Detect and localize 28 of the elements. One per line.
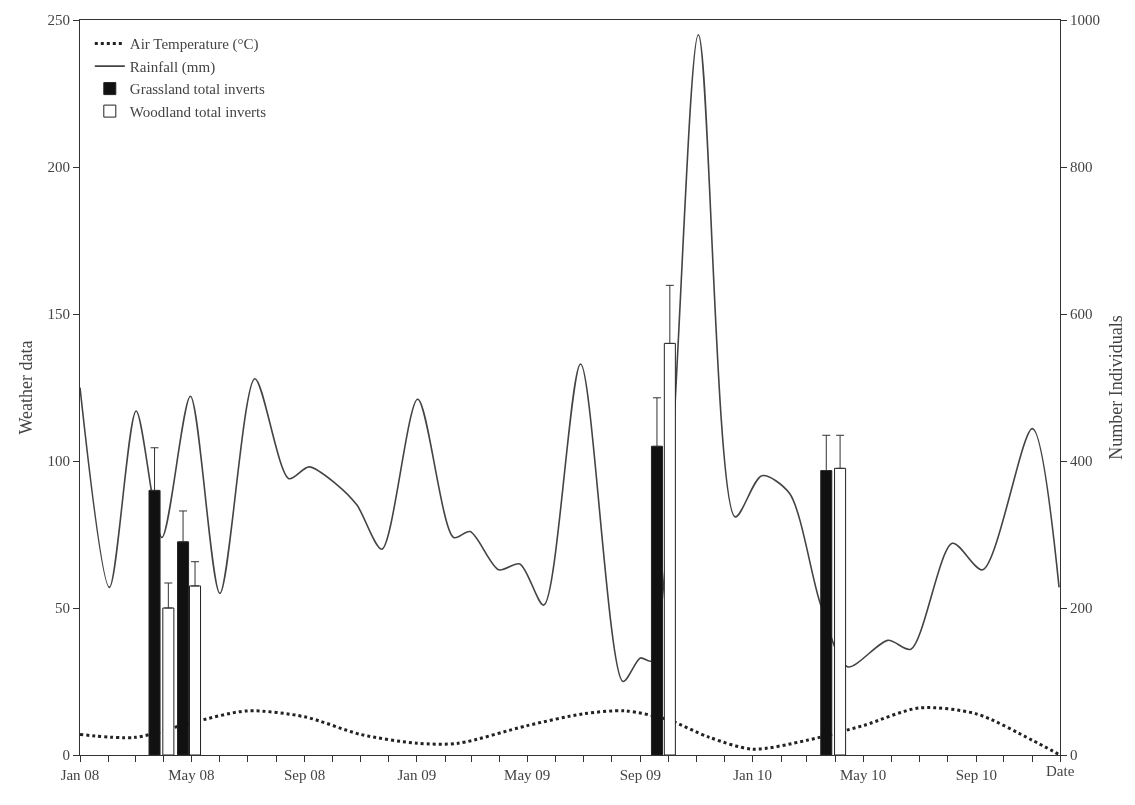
y-tick-label: 150 [47, 306, 70, 323]
y2-tick-label: 0 [1070, 747, 1078, 764]
x-tick-label: Sep 08 [283, 767, 326, 783]
x-tick-label: Jan 08 [60, 767, 100, 783]
x-tick-label: Jan 10 [733, 767, 773, 783]
y-tick-label: 0 [62, 747, 70, 764]
y2-tick-label: 400 [1070, 453, 1093, 470]
legend-label: Woodland total inverts [129, 103, 267, 120]
y2-tick-label: 600 [1070, 306, 1093, 323]
y2-axis-title: Number Individuals [1106, 315, 1127, 460]
x-axis-title: Date [1046, 763, 1075, 779]
y-tick-label: 200 [47, 159, 70, 176]
legend-label: Grassland total inverts [129, 81, 265, 98]
legend-label: Air Temperature (°C) [129, 36, 259, 54]
y-axis-title: Weather data [15, 340, 36, 435]
legend-label: Rainfall (mm) [129, 58, 216, 76]
x-tick-label: May 09 [504, 767, 551, 783]
x-tick-label: May 08 [168, 767, 215, 783]
y2-tick-label: 800 [1070, 159, 1093, 176]
x-tick-label: May 10 [839, 767, 887, 783]
y-tick-label: 100 [47, 453, 70, 470]
y-tick-label: 50 [55, 600, 70, 617]
x-tick-label: Sep 09 [619, 767, 662, 783]
x-tick-label: Sep 10 [955, 767, 997, 783]
y-tick-label: 250 [47, 12, 70, 29]
x-tick-label: Jan 09 [397, 767, 437, 783]
y2-tick-label: 200 [1070, 600, 1093, 617]
y2-tick-label: 1000 [1070, 12, 1100, 29]
